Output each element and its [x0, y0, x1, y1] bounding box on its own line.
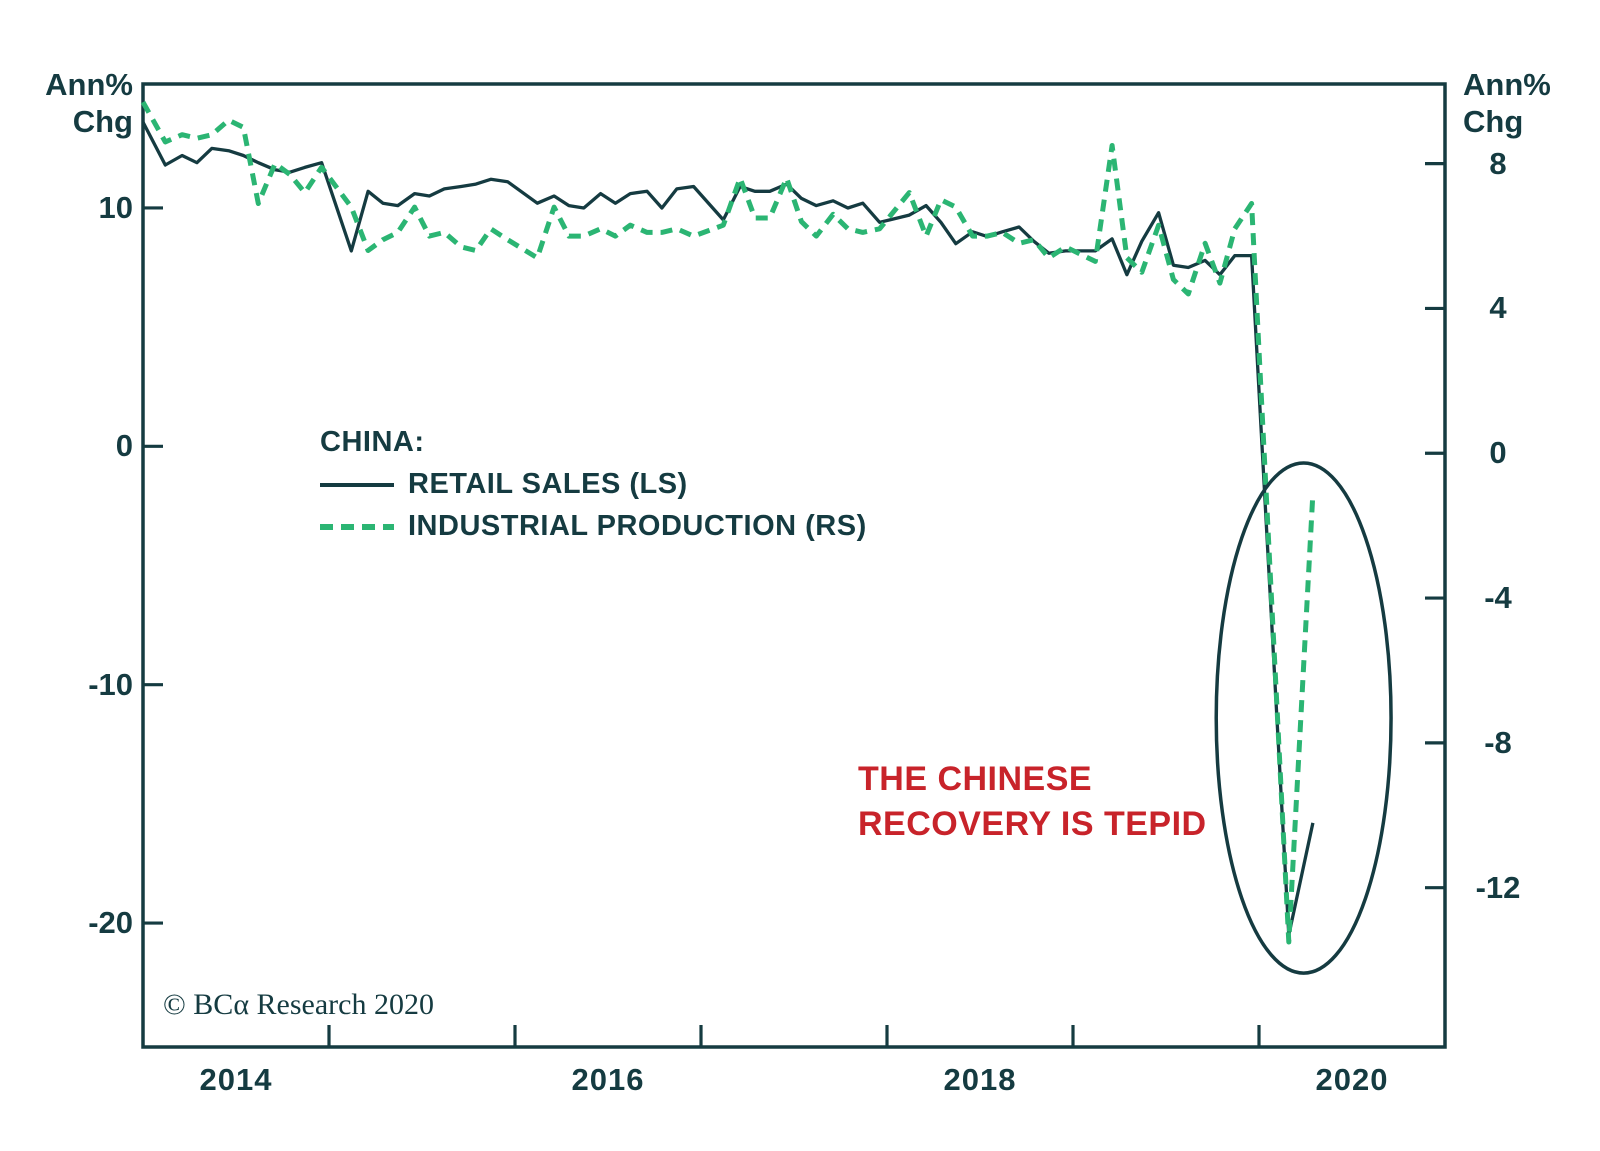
- legend: CHINA: RETAIL SALES (LS) INDUSTRIAL PROD…: [320, 426, 867, 543]
- right-axis-tick-label: -8: [1484, 724, 1512, 760]
- x-axis-year-label: 2016: [571, 1062, 645, 1097]
- annotation-text: THE CHINESE RECOVERY IS TEPID: [858, 757, 1207, 847]
- left-axis-tick-label: 10: [98, 189, 133, 225]
- right-axis-unit-line2: Chg: [1463, 104, 1524, 139]
- annotation-line1: THE CHINESE: [858, 760, 1093, 798]
- legend-item-retail-sales: RETAIL SALES (LS): [320, 468, 867, 501]
- legend-label-retail-sales: RETAIL SALES (LS): [408, 468, 688, 500]
- x-axis-year-label: 2014: [199, 1062, 273, 1097]
- copyright: © BCα Research 2020: [163, 988, 434, 1021]
- left-axis-unit-label: Ann% Chg: [0, 66, 133, 140]
- annotation-line2: RECOVERY IS TEPID: [858, 805, 1207, 843]
- legend-label-industrial-production: INDUSTRIAL PRODUCTION (RS): [408, 510, 867, 542]
- retail-line-swatch: [320, 482, 394, 487]
- right-axis-tick-label: 8: [1489, 145, 1507, 181]
- right-axis-tick-label: -12: [1475, 869, 1521, 905]
- right-axis-unit-line1: Ann%: [1463, 67, 1551, 102]
- right-axis-unit-label: Ann% Chg: [1463, 66, 1551, 140]
- left-axis-tick-label: -10: [88, 666, 133, 702]
- x-axis-year-label: 2020: [1315, 1062, 1389, 1097]
- right-axis-tick-label: 4: [1489, 290, 1507, 326]
- ip-series-line: [140, 100, 1316, 945]
- legend-item-industrial-production: INDUSTRIAL PRODUCTION (RS): [320, 510, 867, 543]
- left-axis-tick-label: -20: [88, 905, 133, 941]
- ip-line-swatch: [320, 523, 394, 530]
- x-axis-year-label: 2018: [943, 1062, 1017, 1097]
- right-axis-tick-label: 0: [1489, 435, 1507, 471]
- left-axis-unit-line1: Ann%: [45, 67, 133, 102]
- legend-title: CHINA:: [320, 426, 425, 458]
- left-axis-unit-line2: Chg: [72, 104, 133, 139]
- highlight-ellipse: [1214, 461, 1393, 975]
- right-axis-tick-label: -4: [1484, 580, 1512, 616]
- left-axis-tick-label: 0: [115, 428, 133, 464]
- plot-frame: [141, 82, 1447, 1049]
